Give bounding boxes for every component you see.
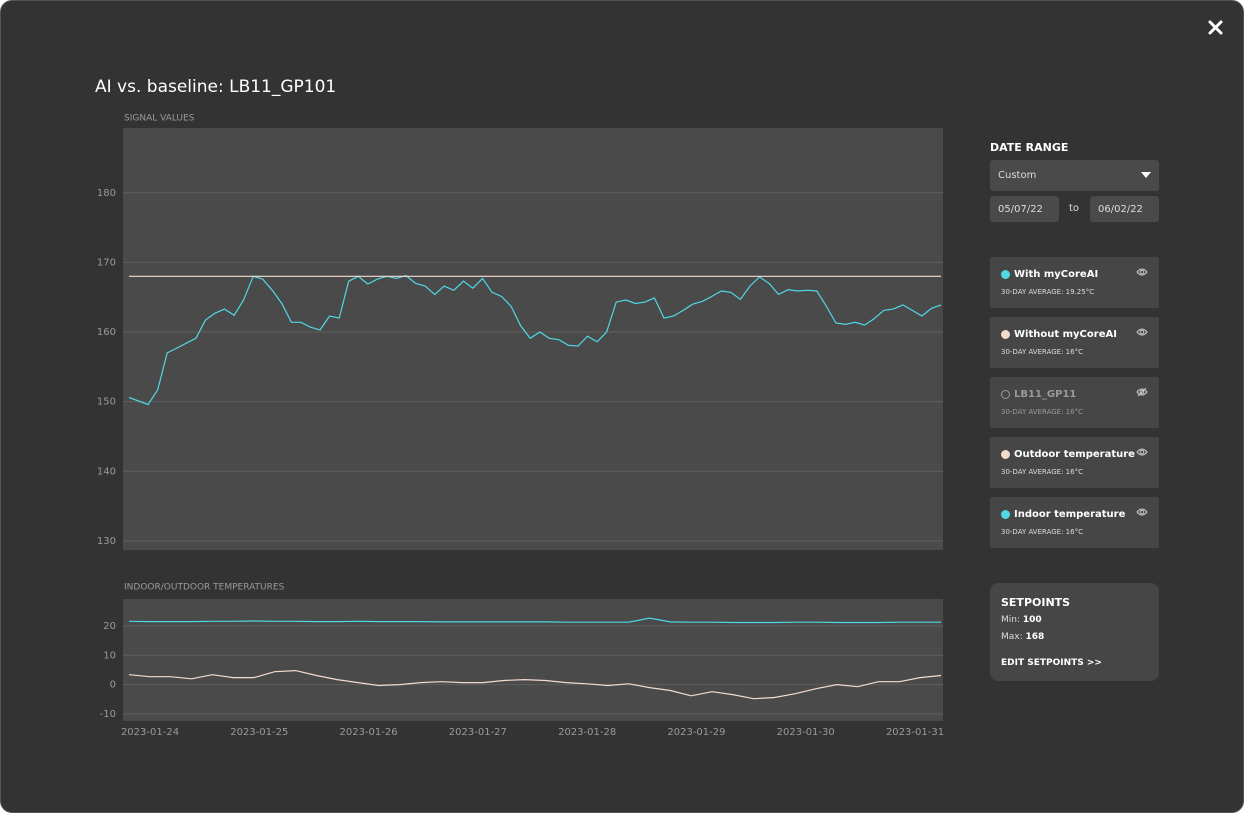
y-tick-label: 140 (97, 466, 116, 477)
y-tick-label: 130 (97, 536, 116, 547)
x-tick-label: 2023-01-26 (340, 727, 398, 738)
setpoints-title: SETPOINTS (1001, 596, 1071, 609)
plot-area (123, 128, 943, 550)
y-tick-label: 170 (97, 257, 116, 268)
legend-item[interactable]: Outdoor temperature 30-DAY AVERAGE: 16°C (990, 437, 1159, 488)
y-tick-label: -10 (100, 709, 116, 720)
plot-area (123, 599, 943, 721)
legend-label: LB11_GP11 (1014, 389, 1077, 400)
legend-item[interactable]: LB11_GP11 30-DAY AVERAGE: 16°C (990, 377, 1159, 428)
visibility-icon[interactable] (1136, 387, 1148, 397)
y-tick-label: 0 (110, 680, 116, 691)
to-date[interactable]: 06/02/22 (1090, 196, 1159, 222)
visibility-icon[interactable] (1136, 447, 1148, 457)
series-line (128, 669, 942, 700)
chart-title: INDOOR/OUTDOOR TEMPERATURES (124, 583, 285, 593)
series-line (128, 274, 942, 406)
preset-select[interactable]: Custom (990, 160, 1159, 191)
legend-label: Without myCoreAI (1014, 329, 1117, 340)
x-tick-label: 2023-01-29 (667, 727, 725, 738)
separator: to (1069, 203, 1080, 214)
visibility-icon[interactable] (1136, 327, 1148, 337)
chart-title: SIGNAL VALUES (124, 114, 195, 124)
visibility-icon[interactable] (1136, 507, 1148, 517)
caret (1141, 172, 1151, 178)
close-button[interactable] (1208, 20, 1223, 35)
legend-dot (1001, 450, 1010, 459)
min-value: 100 (1022, 615, 1042, 625)
y-tick-label: 20 (103, 621, 116, 632)
y-tick-label: 150 (97, 397, 116, 408)
legend-label: With myCoreAI (1014, 269, 1099, 280)
min-label: Min: (1001, 615, 1021, 625)
x-tick-label: 2023-01-24 (121, 727, 179, 738)
visibility-icon[interactable] (1136, 267, 1148, 277)
legend-item[interactable]: With myCoreAI 30-DAY AVERAGE: 19.25°C (990, 257, 1159, 308)
legend-dot (1001, 510, 1010, 519)
max-label: Max: (1001, 632, 1023, 642)
y-tick-label: 180 (97, 188, 116, 199)
series-line (128, 617, 941, 624)
x-tick-label: 2023-01-25 (230, 727, 288, 738)
min-row: Min: 100 (1001, 615, 1042, 625)
x-tick-label: 2023-01-31 (886, 727, 944, 738)
legend-label: Indoor temperature (1014, 509, 1126, 520)
legend-item[interactable]: Without myCoreAI 30-DAY AVERAGE: 16°C (990, 317, 1159, 368)
setpoints-box: SETPOINTS Min: 100 Max: 168 EDIT SETPOIN… (990, 583, 1159, 681)
x-tick-label: 2023-01-28 (558, 727, 616, 738)
legend-average: 30-DAY AVERAGE: 16°C (1001, 528, 1083, 536)
legend-average: 30-DAY AVERAGE: 19.25°C (1001, 288, 1095, 296)
max-value: 168 (1025, 632, 1045, 642)
legend-average: 30-DAY AVERAGE: 16°C (1001, 468, 1083, 476)
y-tick-label: 160 (97, 327, 116, 338)
legend-average: 30-DAY AVERAGE: 16°C (1001, 348, 1083, 356)
legend-average: 30-DAY AVERAGE: 16°C (1001, 408, 1083, 416)
x-tick-label: 2023-01-27 (449, 727, 507, 738)
edit-setpoints[interactable]: EDIT SETPOINTS >> (1001, 658, 1102, 668)
from-date[interactable]: 05/07/22 (990, 196, 1059, 222)
page-title: AI vs. baseline: LB11_GP101 (95, 77, 336, 97)
legend-dot (1001, 330, 1010, 339)
legend-dot (1001, 390, 1010, 399)
y-tick-label: 10 (103, 650, 116, 661)
x-tick-label: 2023-01-30 (777, 727, 835, 738)
legend-item[interactable]: Indoor temperature 30-DAY AVERAGE: 16°C (990, 497, 1159, 548)
legend-label: Outdoor temperature (1014, 449, 1135, 460)
legend-dot (1001, 270, 1010, 279)
date-range-title: DATE RANGE (990, 141, 1069, 154)
max-row: Max: 168 (1001, 632, 1044, 642)
preset: Custom (998, 170, 1037, 181)
